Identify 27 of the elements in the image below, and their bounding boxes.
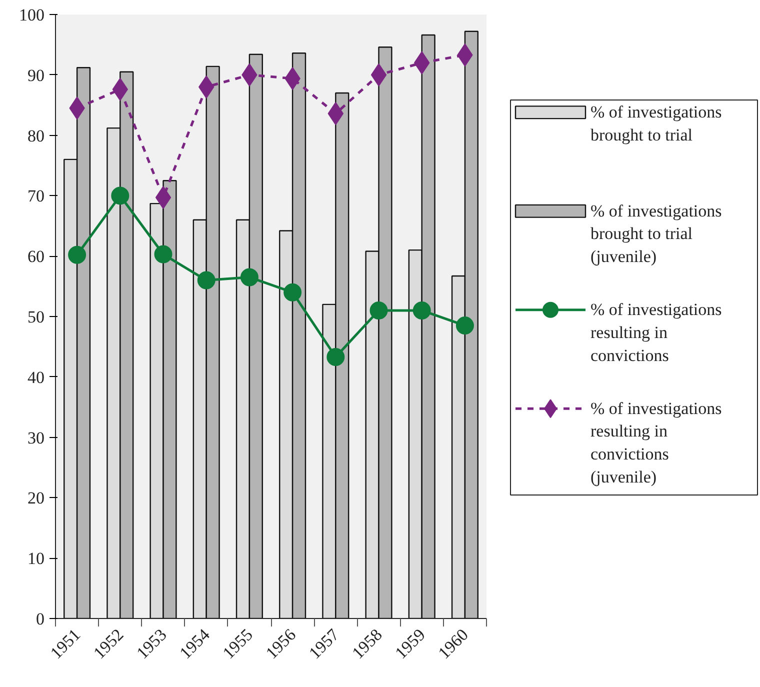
point <box>68 246 86 264</box>
legend-label: % of investigations resulting in convictions <box>590 300 722 365</box>
y-tick-label: 80 <box>28 126 44 146</box>
legend-label: % of investigations resulting in convictions (juvenile) <box>590 398 722 486</box>
point <box>111 186 130 205</box>
point <box>154 245 172 264</box>
y-tick-label: 50 <box>28 308 44 326</box>
point <box>326 348 345 366</box>
point <box>240 268 258 286</box>
y-tick-label: 0 <box>36 610 44 628</box>
point <box>370 63 387 86</box>
point <box>412 301 431 320</box>
point <box>370 301 388 320</box>
point <box>197 271 216 290</box>
point <box>456 316 474 335</box>
point <box>284 283 302 302</box>
legend-label: % of investigations brought to trial (juvenile) <box>590 201 722 266</box>
y-tick-label: 40 <box>28 368 44 387</box>
y-tick-label: 20 <box>28 488 44 508</box>
y-tick-label: 30 <box>28 428 44 448</box>
y-tick-label: 90 <box>28 66 44 85</box>
y-tick-label: 100 <box>19 6 44 24</box>
y-tick-label: 60 <box>28 247 44 266</box>
legend-label: % of investigations brought to trial <box>590 102 722 144</box>
y-tick-label: 10 <box>28 549 44 568</box>
point <box>155 186 172 210</box>
y-tick-label: 70 <box>28 186 44 206</box>
